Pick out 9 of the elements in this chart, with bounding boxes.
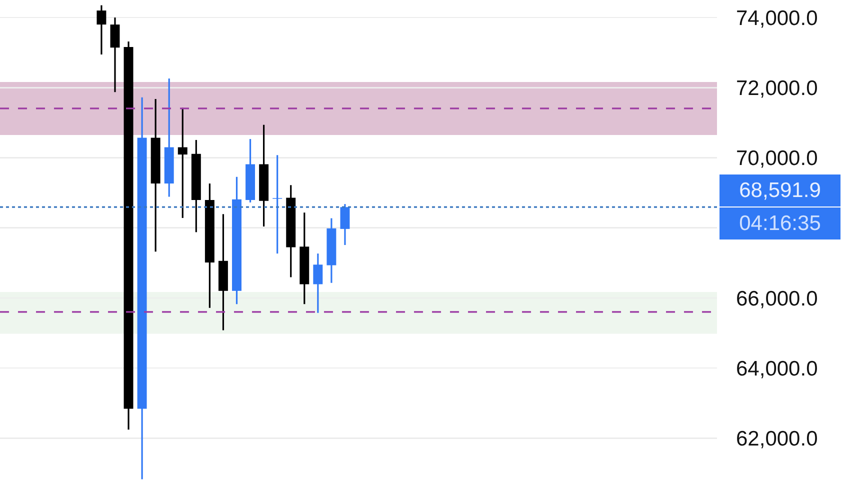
y-tick-label: 62,000.0 (736, 428, 818, 451)
candlestick (272, 154, 282, 254)
y-tick-label: 66,000.0 (736, 287, 818, 310)
y-tick-label: 64,000.0 (736, 357, 818, 380)
y-tick-label: 72,000.0 (736, 76, 818, 100)
text: 04:16:35 (739, 212, 821, 235)
ref-line-label: 68,591.9 (739, 179, 821, 202)
y-tick-label: 74,000.0 (736, 6, 818, 30)
y-tick-label: 70,000.0 (736, 147, 818, 170)
